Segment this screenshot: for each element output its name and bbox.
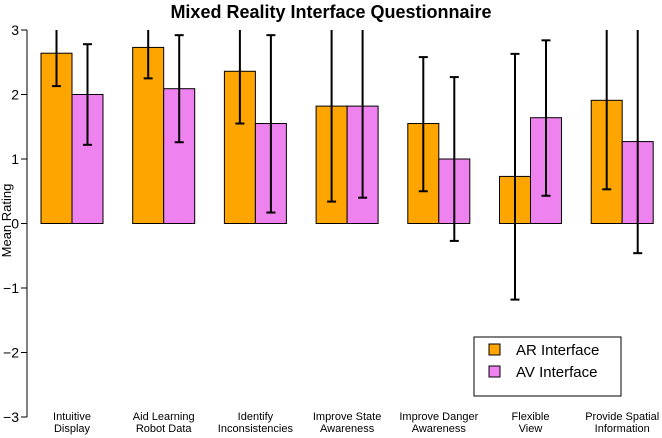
category-label-6: Information <box>595 423 650 435</box>
category-label-0: Display <box>54 423 91 435</box>
category-label-6: Provide Spatial <box>585 411 659 423</box>
y-tick-label: 3 <box>11 22 19 38</box>
category-label-5: View <box>519 423 543 435</box>
category-label-2: Identify <box>238 411 274 423</box>
bars-group <box>40 46 654 225</box>
legend-swatch-1 <box>488 365 501 378</box>
y-tick-label: −1 <box>3 280 19 296</box>
legend: AR Interface AV Interface <box>473 336 622 397</box>
category-label-4: Improve Danger <box>399 411 478 423</box>
legend-label-1: AV Interface <box>516 364 597 381</box>
y-tick-label: 2 <box>11 87 19 103</box>
category-label-1: Robot Data <box>136 423 193 435</box>
category-label-2: Inconsistencies <box>218 423 294 435</box>
y-tick-label: −3 <box>3 409 19 425</box>
category-label-5: Flexible <box>512 411 550 423</box>
y-tick-label: −2 <box>3 345 19 361</box>
y-axis-label: Mean Rating <box>0 184 14 258</box>
category-label-1: Aid Learning <box>133 411 195 423</box>
y-tick-label: 1 <box>11 151 19 167</box>
bar-av-1 <box>163 88 196 224</box>
error-bars-group <box>52 30 643 301</box>
legend-swatch-0 <box>488 343 501 356</box>
category-label-0: Intuitive <box>53 411 91 423</box>
y-tick-label: 0 <box>11 216 19 232</box>
axes-group: −3 −2 −1 0 1 2 3 Mean Rating <box>0 22 28 425</box>
category-label-3: Awareness <box>320 423 375 435</box>
category-label-4: Awareness <box>412 423 467 435</box>
legend-label-0: AR Interface <box>516 342 599 359</box>
category-label-3: Improve State <box>313 411 381 423</box>
chart-title: Mixed Reality Interface Questionnaire <box>170 2 491 22</box>
